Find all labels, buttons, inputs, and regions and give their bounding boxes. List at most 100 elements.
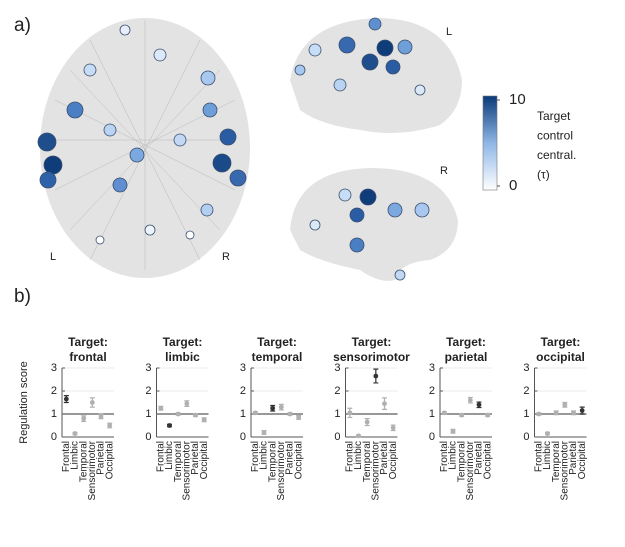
point bbox=[364, 419, 370, 425]
point bbox=[296, 415, 302, 420]
colorbar-tick-label: 10 bbox=[509, 91, 526, 108]
x-tick-label: Occipital bbox=[293, 441, 304, 479]
y-tick-label: 1 bbox=[523, 408, 529, 420]
point bbox=[562, 402, 568, 408]
point bbox=[63, 396, 69, 402]
x-tick-label: Parietal bbox=[379, 441, 390, 475]
point bbox=[571, 410, 576, 416]
point bbox=[485, 412, 491, 418]
y-tick-label: 0 bbox=[429, 431, 435, 443]
point bbox=[382, 401, 387, 407]
point bbox=[72, 431, 78, 436]
point bbox=[201, 417, 207, 423]
x-tick-label: Temporal bbox=[551, 441, 562, 482]
x-tick-label: Limbic bbox=[542, 441, 553, 470]
x-tick-label: Limbic bbox=[259, 441, 270, 470]
y-tick-label: 2 bbox=[145, 385, 151, 397]
x-tick-label: Parietal bbox=[285, 441, 296, 475]
point bbox=[184, 401, 190, 407]
x-tick-label: Occipital bbox=[577, 441, 588, 479]
y-tick-label: 2 bbox=[51, 385, 57, 397]
y-tick-label: 1 bbox=[334, 408, 340, 420]
y-tick-label: 0 bbox=[240, 431, 246, 443]
point bbox=[270, 405, 276, 411]
chart-title: sensorimotor bbox=[333, 350, 410, 364]
point bbox=[579, 408, 585, 413]
panel-label: a) bbox=[14, 15, 31, 36]
y-tick-label: 2 bbox=[240, 385, 246, 397]
y-tick-label: 3 bbox=[429, 362, 435, 374]
x-tick-label: Sensorimotor bbox=[87, 440, 98, 500]
x-tick-label: Parietal bbox=[568, 441, 579, 475]
brain-side-label: R bbox=[440, 165, 448, 177]
x-tick-label: Temporal bbox=[78, 441, 89, 482]
point bbox=[81, 416, 87, 421]
chart-title: Target: bbox=[257, 335, 297, 349]
y-tick-label: 1 bbox=[429, 408, 435, 420]
y-tick-label: 2 bbox=[523, 385, 529, 397]
x-tick-label: Limbic bbox=[164, 441, 175, 470]
y-axis-label: Regulation score bbox=[18, 361, 30, 444]
y-tick-label: 0 bbox=[51, 431, 57, 443]
brain-side-label: L bbox=[446, 26, 452, 38]
y-tick-label: 3 bbox=[523, 362, 529, 374]
point bbox=[459, 412, 465, 418]
point bbox=[158, 405, 164, 411]
x-tick-label: Sensorimotor bbox=[181, 440, 192, 500]
chart-title: frontal bbox=[69, 350, 106, 364]
x-tick-label: Occipital bbox=[482, 441, 493, 479]
point bbox=[536, 411, 542, 417]
x-tick-label: Frontal bbox=[344, 441, 355, 472]
chart-title: Target: bbox=[541, 335, 581, 349]
x-tick-label: Parietal bbox=[96, 441, 107, 475]
colorbar-label: control bbox=[537, 129, 573, 143]
colorbar-label: central. bbox=[537, 148, 576, 162]
y-tick-label: 3 bbox=[334, 362, 340, 374]
x-tick-label: Frontal bbox=[439, 441, 450, 472]
brain-side-label: L bbox=[50, 251, 56, 263]
x-tick-label: Limbic bbox=[353, 441, 364, 470]
y-tick-label: 0 bbox=[523, 431, 529, 443]
point bbox=[467, 397, 473, 403]
colorbar-label: Target bbox=[537, 109, 571, 123]
x-tick-label: Frontal bbox=[155, 441, 166, 472]
chart-title: Target: bbox=[68, 335, 108, 349]
y-tick-label: 1 bbox=[145, 408, 151, 420]
point bbox=[356, 433, 361, 439]
point bbox=[193, 412, 198, 418]
point bbox=[545, 431, 550, 436]
point bbox=[278, 404, 284, 410]
y-tick-label: 1 bbox=[240, 408, 246, 420]
x-tick-label: Occipital bbox=[199, 441, 210, 479]
x-tick-label: Temporal bbox=[173, 441, 184, 482]
x-tick-label: Sensorimotor bbox=[559, 440, 570, 500]
point bbox=[390, 425, 396, 431]
y-tick-label: 2 bbox=[334, 385, 340, 397]
x-tick-label: Occipital bbox=[104, 441, 115, 479]
point bbox=[450, 428, 456, 434]
y-tick-label: 3 bbox=[145, 362, 151, 374]
point bbox=[553, 410, 559, 416]
point bbox=[98, 413, 104, 419]
x-tick-label: Temporal bbox=[362, 441, 373, 482]
x-tick-label: Temporal bbox=[267, 441, 278, 482]
x-tick-label: Sensorimotor bbox=[276, 440, 287, 500]
x-tick-label: Limbic bbox=[448, 441, 459, 470]
y-tick-label: 2 bbox=[429, 385, 435, 397]
y-tick-label: 1 bbox=[51, 408, 57, 420]
axial-brain bbox=[37, 18, 250, 278]
x-tick-label: Limbic bbox=[70, 441, 81, 470]
colorbar bbox=[482, 95, 498, 191]
point bbox=[107, 423, 113, 428]
point bbox=[252, 410, 258, 416]
sagittal-brain bbox=[290, 17, 462, 281]
chart-title: Target: bbox=[446, 335, 486, 349]
y-tick-label: 0 bbox=[334, 431, 340, 443]
x-tick-label: Occipital bbox=[388, 441, 399, 479]
panel-label: b) bbox=[14, 286, 31, 307]
x-tick-label: Sensorimotor bbox=[465, 440, 476, 500]
chart-title: limbic bbox=[165, 350, 200, 364]
colorbar-tick-label: 0 bbox=[509, 177, 517, 194]
chart-title: temporal bbox=[252, 350, 303, 364]
